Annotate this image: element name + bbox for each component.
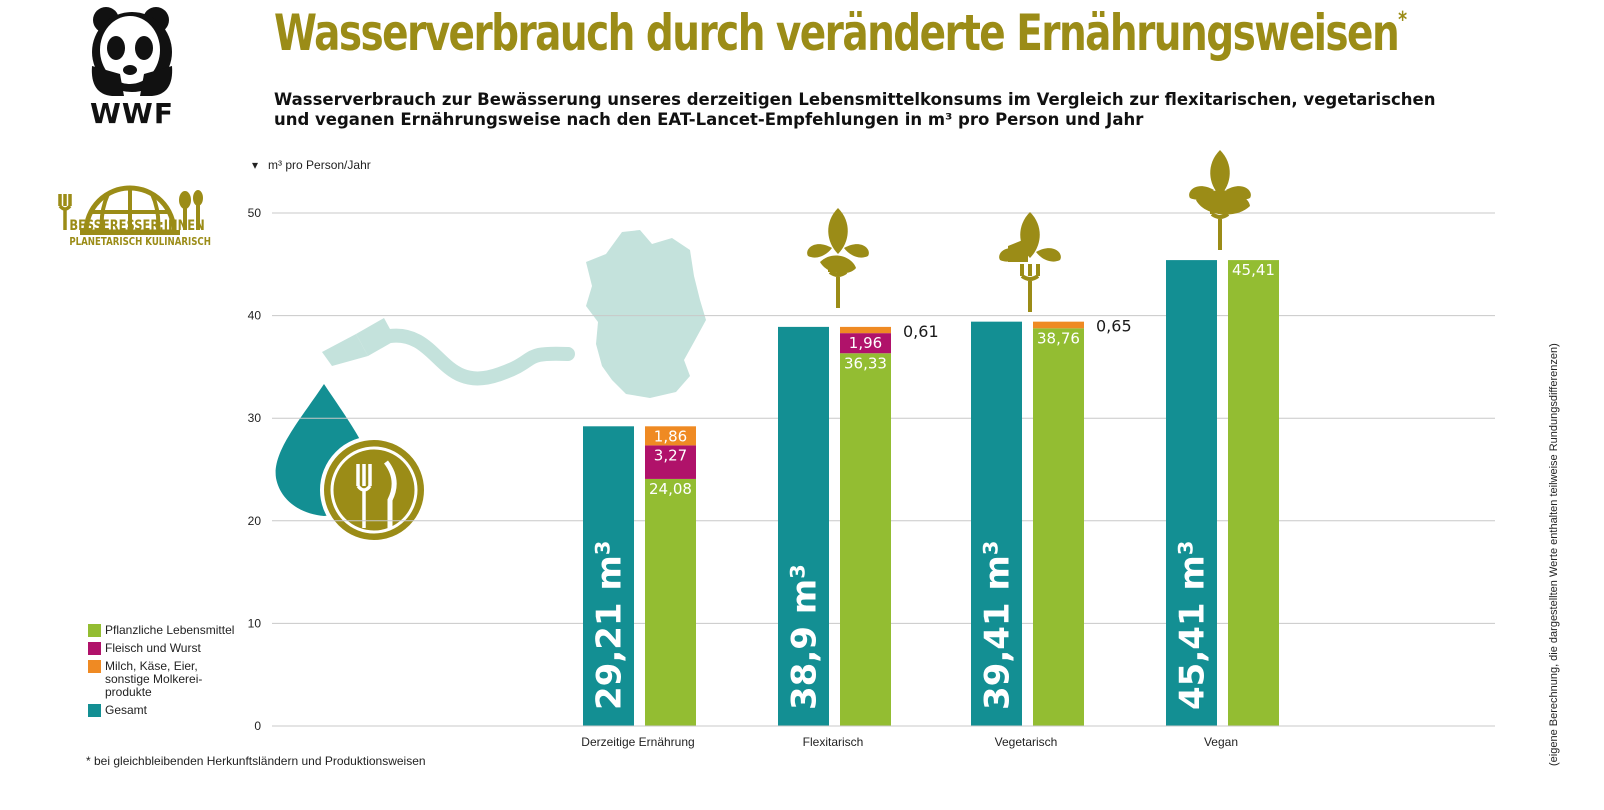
page-title: Wasserverbrauch durch veränderte Ernähru… xyxy=(274,4,1407,62)
page-subtitle: Wasserverbrauch zur Bewässerung unseres … xyxy=(274,90,1436,129)
legend-item-dairy: Milch, Käse, Eier, sonstige Molkerei-pro… xyxy=(88,660,235,699)
leaf-fork-sausage-icon xyxy=(807,208,869,308)
germany-map-icon xyxy=(586,230,706,398)
data-label: 0,61 xyxy=(903,322,939,341)
stack-segment-plants xyxy=(645,478,696,726)
stack-segment-meat xyxy=(645,445,696,479)
x-tick-label: Vegan xyxy=(1204,735,1238,749)
total-bar-label: 38,9 m³ xyxy=(785,564,825,710)
water-drop-icon xyxy=(275,384,428,544)
total-bar xyxy=(1166,260,1217,726)
legend-item-total: Gesamt xyxy=(88,704,235,717)
legend-item-meat: Fleisch und Wurst xyxy=(88,642,235,655)
legend-label-dairy: Milch, Käse, Eier, sonstige Molkerei-pro… xyxy=(105,659,203,699)
x-tick-label: Vegetarisch xyxy=(995,735,1058,749)
y-axis-unit-text: m³ pro Person/Jahr xyxy=(268,158,371,172)
y-tick-label: 20 xyxy=(248,514,262,528)
legend-label-meat: Fleisch und Wurst xyxy=(105,641,201,655)
besseresser-line1: BESSERESSER:INNEN xyxy=(69,218,205,234)
data-label: 24,08 xyxy=(649,480,692,498)
stack-segment-dairy xyxy=(1033,321,1084,329)
y-tick-label: 30 xyxy=(248,411,262,425)
leaf-fork-beans-icon xyxy=(1189,150,1251,250)
side-note: (eigene Berechnung, die dargestellten We… xyxy=(1548,343,1560,766)
data-label: 38,76 xyxy=(1037,329,1080,347)
water-hose-icon xyxy=(322,318,575,386)
title-footnote-mark: * xyxy=(1398,8,1407,33)
wwf-logo-text: WWF xyxy=(90,97,174,130)
total-bar xyxy=(583,426,634,726)
stack-segment-plants xyxy=(1033,328,1084,726)
x-tick-label: Derzeitige Ernährung xyxy=(581,735,694,749)
y-tick-label: 0 xyxy=(254,719,261,733)
legend-swatch-meat xyxy=(88,642,101,655)
title-text: Wasserverbrauch durch veränderte Ernähru… xyxy=(274,4,1400,62)
legend-item-plants: Pflanzliche Lebensmittel xyxy=(88,624,235,637)
data-label: 1,86 xyxy=(654,427,687,445)
stack-segment-plants xyxy=(1228,260,1279,726)
total-bar xyxy=(971,321,1022,726)
x-tick-label: Flexitarisch xyxy=(803,735,864,749)
legend-label-plants: Pflanzliche Lebensmittel xyxy=(105,623,235,637)
y-tick-label: 40 xyxy=(248,309,262,323)
stack-segment-plants xyxy=(840,353,891,726)
legend-swatch-plants xyxy=(88,624,101,637)
data-label: 36,33 xyxy=(844,354,887,372)
legend-swatch-dairy xyxy=(88,660,101,673)
total-bar-label: 29,21 m³ xyxy=(590,540,630,710)
data-label: 45,41 xyxy=(1232,261,1275,279)
stack-segment-dairy xyxy=(645,426,696,446)
panda-icon xyxy=(91,7,173,96)
legend-swatch-total xyxy=(88,704,101,717)
leaf-fork-cheese-icon xyxy=(999,212,1061,312)
stack-segment-dairy xyxy=(840,326,891,334)
footnote: * bei gleichbleibenden Herkunftsländern … xyxy=(86,754,426,768)
total-bar-label: 39,41 m³ xyxy=(978,540,1018,710)
y-axis-unit: ▾ m³ pro Person/Jahr xyxy=(252,158,371,172)
stack-segment-meat xyxy=(840,333,891,354)
y-tick-label: 10 xyxy=(248,616,262,630)
y-tick-label: 50 xyxy=(248,206,262,220)
globe-cutlery-icon xyxy=(58,185,203,235)
besseresser-line2: PLANETARISCH KULINARISCH xyxy=(69,236,211,248)
data-label: 3,27 xyxy=(654,446,687,464)
legend-label-total: Gesamt xyxy=(105,703,148,717)
data-label: 1,96 xyxy=(849,334,882,352)
legend: Pflanzliche Lebensmittel Fleisch und Wur… xyxy=(88,624,235,722)
total-bar-label: 45,41 m³ xyxy=(1173,540,1213,710)
data-label: 0,65 xyxy=(1096,317,1132,336)
total-bar xyxy=(778,326,829,726)
